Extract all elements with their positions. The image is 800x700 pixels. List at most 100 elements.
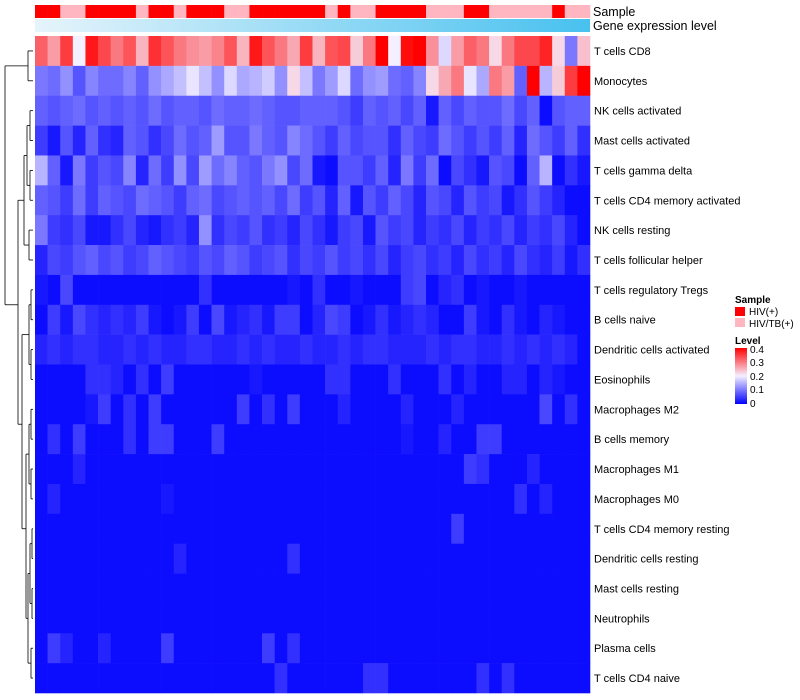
heatmap-cell [438, 36, 452, 67]
heatmap-cell [148, 543, 162, 574]
heatmap-cell [262, 573, 275, 604]
heatmap-cell [337, 633, 351, 664]
heatmap-cell [287, 603, 301, 634]
heatmap-cell [123, 394, 137, 425]
heatmap-cell [85, 603, 99, 634]
heatmap-cell [413, 304, 427, 335]
heatmap-cell [451, 394, 465, 425]
heatmap-cell [198, 633, 212, 664]
heatmap-cell [211, 95, 225, 126]
heatmap-cell [463, 334, 477, 365]
sample-annotation-cell [526, 5, 540, 18]
heatmap-cell [325, 65, 339, 97]
heatmap-cell [274, 245, 288, 276]
heatmap-cell [501, 543, 515, 574]
heatmap-cell [325, 155, 339, 186]
sample-annotation-cell [451, 5, 465, 18]
heatmap-cell [451, 215, 465, 246]
heatmap-cell [299, 245, 313, 276]
heatmap-cell [476, 155, 490, 186]
heatmap-cell [426, 155, 439, 186]
heatmap-cell [249, 36, 263, 67]
heatmap-cell [438, 603, 452, 634]
heatmap-cell [98, 155, 111, 186]
heatmap-cell [476, 215, 490, 246]
heatmap-cell [110, 65, 124, 97]
heatmap-cell [110, 95, 124, 126]
heatmap-cell [514, 454, 528, 485]
heatmap-cell [514, 245, 528, 276]
heatmap-cell [337, 364, 351, 395]
heatmap-cell [186, 603, 200, 634]
heatmap-cell [463, 513, 477, 544]
heatmap-cell [577, 394, 591, 425]
heatmap-cell [451, 513, 465, 544]
heatmap-cell [552, 663, 566, 694]
legend-label-hiv: HIV(+) [749, 307, 778, 318]
heatmap-cell [388, 543, 402, 574]
heatmap-cell [476, 543, 490, 574]
heatmap-cell [173, 364, 187, 395]
heatmap-cell [476, 36, 490, 67]
heatmap-cell [274, 543, 288, 574]
heatmap-cell [274, 304, 288, 335]
heatmap-cell [564, 663, 578, 694]
heatmap-cell [564, 155, 578, 186]
heatmap-cell [72, 36, 86, 67]
heatmap-cell [438, 155, 452, 186]
heatmap-cell [577, 245, 591, 276]
heatmap-cell [413, 424, 427, 455]
heatmap-cell [451, 65, 465, 97]
heatmap-cell [98, 483, 111, 515]
heatmap-cell [375, 155, 389, 186]
heatmap-cell [577, 304, 591, 335]
heatmap-cell [337, 36, 351, 67]
heatmap-cell [337, 304, 351, 335]
legend-level-tick-0.4: 0.4 [750, 345, 764, 356]
heatmap-cell [287, 573, 301, 604]
heatmap-cell [388, 633, 402, 664]
heatmap-cell [388, 663, 402, 694]
heatmap-cell [98, 513, 111, 544]
heatmap-cell [463, 125, 477, 156]
heatmap-cell [85, 215, 99, 246]
sample-annotation-cell [564, 5, 578, 18]
heatmap-cell [123, 513, 137, 544]
heatmap-cell [350, 663, 364, 694]
heatmap-cell [564, 424, 578, 455]
heatmap-cell [35, 364, 48, 395]
heatmap-cell [98, 215, 111, 246]
heatmap-cell [489, 663, 503, 694]
heatmap-cell [249, 304, 263, 335]
heatmap-cell [85, 36, 99, 67]
heatmap-cell [236, 633, 250, 664]
heatmap-cell [161, 36, 175, 67]
heatmap-cell [224, 424, 238, 455]
heatmap-cell [552, 394, 566, 425]
heatmap-cell [249, 573, 263, 604]
heatmap-cell [236, 185, 250, 216]
heatmap-cell [489, 36, 503, 67]
heatmap-cell [526, 603, 540, 634]
heatmap-cell [564, 185, 578, 216]
heatmap-cell [148, 215, 162, 246]
heatmap-cell [60, 185, 74, 216]
heatmap-cell [148, 185, 162, 216]
heatmap-cell [362, 185, 376, 216]
heatmap-cell [236, 334, 250, 365]
heatmap-cell [463, 215, 477, 246]
heatmap-cell [161, 454, 175, 485]
heatmap-cell [564, 65, 578, 97]
heatmap-cell [299, 274, 313, 306]
heatmap-cell [438, 125, 452, 156]
heatmap-cell [299, 603, 313, 634]
heatmap-cell [211, 304, 225, 335]
heatmap-cell [362, 215, 376, 246]
heatmap-cell [224, 125, 238, 156]
heatmap-cell [123, 274, 137, 306]
heatmap-cell [476, 663, 490, 694]
heatmap-cell [287, 95, 301, 126]
heatmap-cell [173, 304, 187, 335]
heatmap-cell [400, 633, 414, 664]
heatmap-cell [211, 513, 225, 544]
